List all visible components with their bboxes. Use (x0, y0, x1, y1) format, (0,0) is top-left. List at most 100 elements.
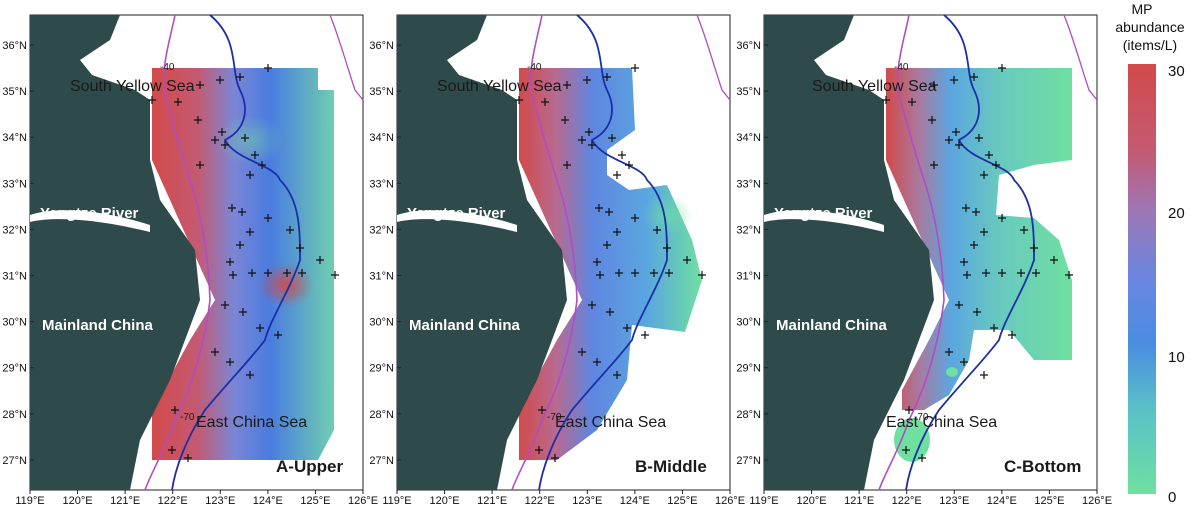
color-legend: MP abundance (items/L) 30 20 10 0 (1115, 1, 1185, 506)
station-marker (174, 98, 182, 106)
station-marker (955, 141, 963, 149)
station-marker (578, 348, 586, 356)
legend-tick-30: 30 (1168, 63, 1185, 80)
station-marker (908, 98, 916, 106)
lat-tick-label: 34°N (736, 132, 761, 144)
station-marker (945, 348, 953, 356)
station-marker (331, 271, 339, 279)
station-marker (211, 136, 219, 144)
lat-tick-label: 32°N (2, 224, 27, 236)
lat-tick-label: 35°N (369, 86, 394, 98)
station-marker (218, 128, 226, 136)
label-yangtze-river: Yangtze River (407, 205, 506, 222)
station-marker (216, 76, 224, 84)
station-marker (238, 208, 246, 216)
station-marker (171, 406, 179, 414)
station-marker (905, 406, 913, 414)
lat-tick-label: 27°N (2, 455, 27, 467)
station-marker (298, 269, 306, 277)
lat-tick-label: 30°N (2, 317, 27, 329)
station-marker (1017, 269, 1025, 277)
station-marker (588, 141, 596, 149)
lat-tick-label: 35°N (736, 86, 761, 98)
station-marker (196, 81, 204, 89)
station-marker (226, 258, 234, 266)
station-marker (618, 151, 626, 159)
station-marker (286, 226, 294, 234)
lon-tick-label: 123°E (572, 495, 602, 507)
lat-tick-label: 29°N (2, 363, 27, 375)
station-marker (625, 161, 633, 169)
station-marker (246, 371, 254, 379)
label-mainland-china: Mainland China (776, 317, 887, 334)
lat-tick-label: 33°N (2, 178, 27, 190)
station-marker (593, 358, 601, 366)
station-marker (663, 244, 671, 252)
station-marker (236, 73, 244, 81)
station-marker (296, 244, 304, 252)
station-marker (596, 271, 604, 279)
isobath-label-70: -70 (547, 412, 562, 423)
legend-title-line2: abundance (1115, 19, 1185, 35)
station-marker (882, 96, 890, 104)
lat-tick-label: 34°N (369, 132, 394, 144)
station-marker (960, 358, 968, 366)
station-marker (264, 214, 272, 222)
station-marker (1065, 271, 1073, 279)
station-marker (982, 269, 990, 277)
station-marker (631, 214, 639, 222)
label-south-yellow-sea: South Yellow Sea (70, 78, 195, 95)
label-mainland-china: Mainland China (409, 317, 520, 334)
station-marker (985, 151, 993, 159)
station-marker (928, 116, 936, 124)
lon-tick-label: 119°E (749, 495, 778, 507)
station-marker (578, 136, 586, 144)
station-marker (184, 454, 192, 462)
station-marker (246, 171, 254, 179)
station-marker (283, 269, 291, 277)
station-marker (241, 134, 249, 142)
lon-tick-label: 125°E (667, 495, 697, 507)
station-marker (595, 204, 603, 212)
station-marker (992, 161, 1000, 169)
lon-tick-label: 124°E (620, 495, 650, 507)
station-marker (194, 116, 202, 124)
station-marker (970, 73, 978, 81)
station-marker (962, 204, 970, 212)
lat-tick-label: 31°N (2, 271, 27, 283)
map-axes: 119°E 120°E 121°E 122°E 123°E 124°E 125°E 126°E… (2, 40, 378, 507)
map-panel-middle: -40 -70 South Yellow Sea Yangtze River M… (369, 14, 745, 507)
panel-label: C-Bottom (1004, 457, 1081, 476)
station-marker (561, 116, 569, 124)
label-yangtze-river: Yangtze River (40, 205, 139, 222)
lon-tick-label: 124°E (987, 495, 1017, 507)
lon-tick-label: 122°E (158, 495, 188, 507)
label-south-yellow-sea: South Yellow Sea (437, 78, 562, 95)
station-marker (998, 269, 1006, 277)
lat-tick-label: 32°N (736, 224, 761, 236)
legend-tick-10: 10 (1168, 349, 1185, 366)
station-marker (990, 324, 998, 332)
station-marker (583, 76, 591, 84)
station-marker (1008, 331, 1016, 339)
station-marker (264, 269, 272, 277)
sampling-stations (515, 64, 706, 462)
station-marker (221, 301, 229, 309)
station-marker (535, 446, 543, 454)
station-marker (998, 64, 1006, 72)
isobath-label-70: -70 (180, 412, 195, 423)
sampling-stations (148, 64, 339, 462)
lat-tick-label: 30°N (369, 317, 394, 329)
legend-tick-0: 0 (1168, 489, 1176, 506)
station-marker (641, 331, 649, 339)
station-marker (196, 161, 204, 169)
station-marker (1020, 226, 1028, 234)
station-marker (605, 208, 613, 216)
legend-title-line1: MP (1132, 1, 1153, 17)
station-marker (950, 76, 958, 84)
isobath-label-40: -40 (160, 62, 175, 73)
station-marker (264, 64, 272, 72)
station-marker (613, 228, 621, 236)
lon-tick-label: 121°E (477, 495, 507, 507)
station-marker (952, 128, 960, 136)
